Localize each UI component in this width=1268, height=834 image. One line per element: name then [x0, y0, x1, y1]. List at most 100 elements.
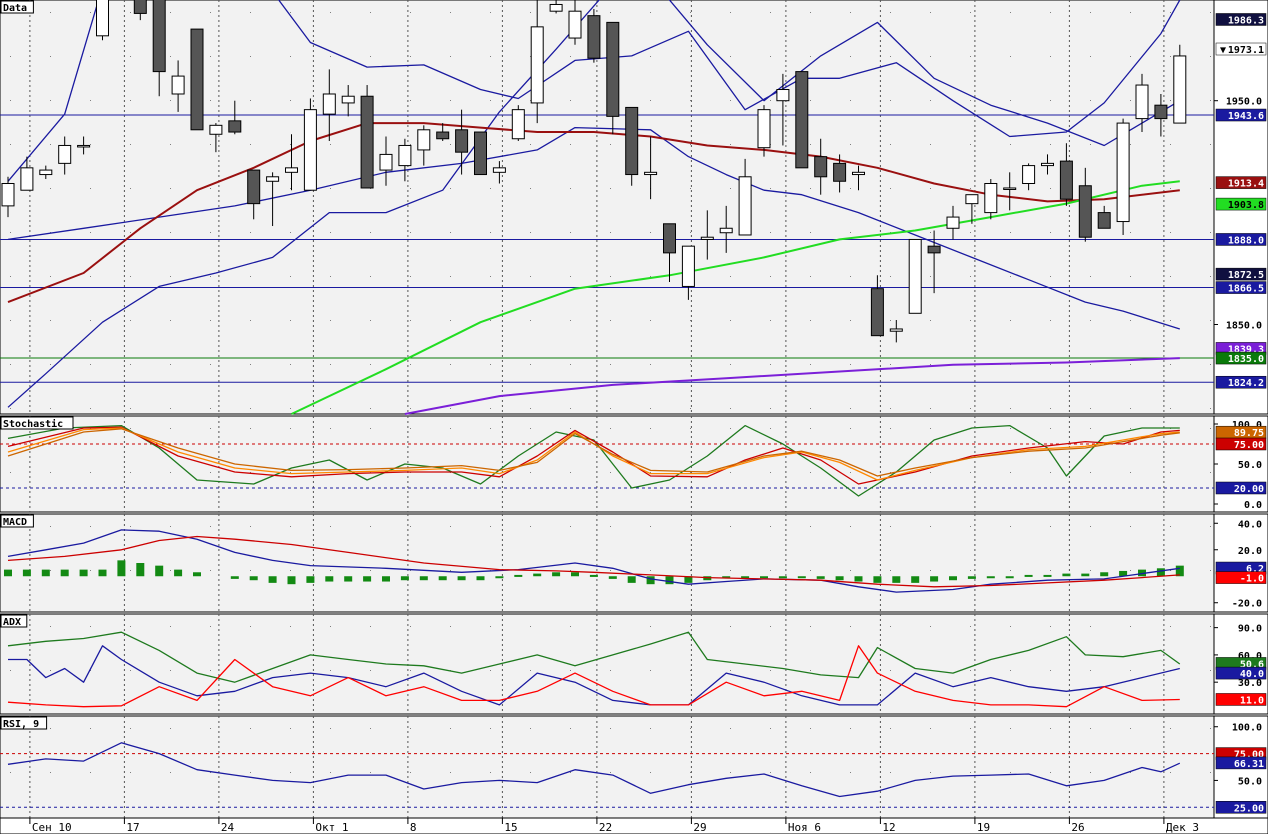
grid-dot	[1090, 626, 1091, 627]
grid-dot	[410, 232, 411, 233]
histogram-bar	[117, 560, 126, 577]
grid-dot	[970, 472, 971, 473]
grid-dot	[1010, 56, 1011, 57]
grid-dot	[690, 626, 691, 627]
candle-up	[20, 167, 34, 191]
panel-adx: 90.0 60.0 30.0 ADX 50.640.0 11.0	[0, 613, 1268, 715]
value-marker-label: 1824.2	[1228, 378, 1264, 389]
grid-dot	[690, 12, 691, 13]
grid-dot	[370, 56, 371, 57]
grid-dot	[90, 12, 91, 13]
grid-dot	[130, 276, 131, 277]
grid-dot	[1170, 408, 1171, 409]
grid-dot	[1090, 670, 1091, 671]
plot-area	[0, 513, 1215, 613]
grid-dot	[210, 570, 211, 571]
grid-dot	[890, 144, 891, 145]
grid-dot	[530, 670, 531, 671]
candle-down	[474, 131, 487, 176]
candle-up	[209, 124, 223, 135]
grid-dot	[290, 626, 291, 627]
grid-dot	[370, 276, 371, 277]
grid-dot	[1050, 428, 1051, 429]
grid-dot	[50, 56, 51, 57]
histogram-bar	[1062, 573, 1071, 577]
grid-dot	[650, 100, 651, 101]
grid-dot	[930, 728, 931, 729]
indicator-line	[7, 631, 1181, 683]
grid-dot	[130, 232, 131, 233]
grid-dot	[370, 232, 371, 233]
grid-dot	[210, 472, 211, 473]
value-marker-label: 1888.0	[1228, 235, 1264, 246]
grid-dot	[450, 232, 451, 233]
grid-dot	[610, 408, 611, 409]
grid-dot	[250, 320, 251, 321]
ma-line	[404, 357, 1180, 415]
grid-dot	[90, 100, 91, 101]
grid-dot	[90, 670, 91, 671]
grid-dot	[130, 626, 131, 627]
grid-dot	[1210, 12, 1211, 13]
grid-dot	[290, 408, 291, 409]
candle-up	[379, 153, 393, 171]
grid-dot	[570, 100, 571, 101]
value-marker-box	[1215, 42, 1267, 56]
candle-up	[852, 171, 865, 176]
grid-dot	[810, 320, 811, 321]
histogram-bar	[760, 576, 768, 579]
grid-dot	[330, 276, 331, 277]
grid-dot	[1090, 472, 1091, 473]
grid-dot	[850, 772, 851, 773]
axis-tick-label: 90.0	[1238, 624, 1262, 635]
histogram-bar	[1100, 572, 1109, 577]
grid-dot	[250, 472, 251, 473]
grid-dot	[1130, 408, 1131, 409]
grid-dot	[130, 728, 131, 729]
grid-dot	[810, 276, 811, 277]
x-axis-label: Окт 1	[315, 821, 348, 834]
histogram-bar	[571, 572, 579, 577]
candle-up	[1022, 165, 1036, 185]
value-marker: 1835.0	[1215, 351, 1267, 365]
indicator-line	[7, 742, 1181, 798]
grid-dot	[130, 670, 131, 671]
grid-dot	[210, 188, 211, 189]
grid-dot	[650, 364, 651, 365]
grid-dot	[970, 56, 971, 57]
grid-dot	[10, 144, 11, 145]
candle-up	[757, 109, 771, 149]
grid-dot	[490, 56, 491, 57]
grid-dot	[1130, 428, 1131, 429]
value-marker-box	[1215, 437, 1267, 451]
grid-dot	[450, 408, 451, 409]
panel-title-box	[0, 0, 34, 14]
grid-dot	[290, 232, 291, 233]
grid-dot	[1050, 364, 1051, 365]
grid-dot	[570, 428, 571, 429]
grid-dot	[450, 728, 451, 729]
grid-dot	[530, 56, 531, 57]
grid-dot	[410, 188, 411, 189]
grid-dot	[1010, 428, 1011, 429]
grid-dot	[650, 626, 651, 627]
grid-dot	[250, 408, 251, 409]
grid-dot	[1090, 428, 1091, 429]
grid-dot	[610, 626, 611, 627]
x-axis-label: 8	[410, 821, 417, 834]
plot-area	[0, 715, 1215, 819]
histogram-bar	[174, 569, 183, 577]
grid-dot	[890, 100, 891, 101]
grid-dot	[890, 526, 891, 527]
grid-dot	[1010, 232, 1011, 233]
grid-dot	[250, 100, 251, 101]
value-marker-label: 75.00	[1234, 750, 1264, 761]
grid-dot	[810, 188, 811, 189]
candle-up	[549, 3, 563, 12]
grid-dot	[130, 100, 131, 101]
grid-dot	[90, 56, 91, 57]
value-marker-label: 50.6	[1240, 659, 1264, 670]
grid-dot	[1090, 408, 1091, 409]
grid-dot	[810, 144, 811, 145]
